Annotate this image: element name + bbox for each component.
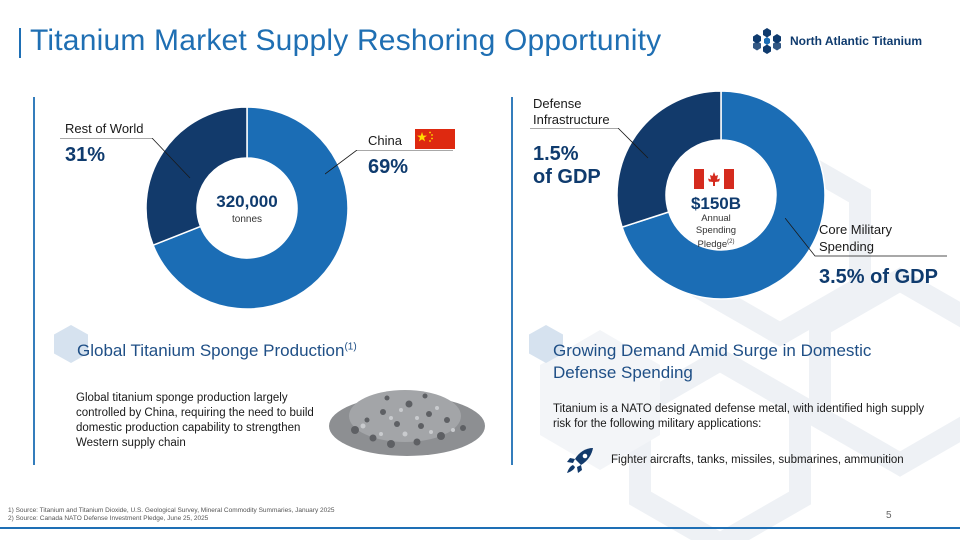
left-divider-line (33, 97, 35, 465)
pledge-caption-line-3: Pledge(2) (671, 237, 761, 250)
page-number: 5 (886, 510, 892, 521)
pledge-center-value: $150B (690, 194, 742, 213)
canada-flag-icon (694, 169, 734, 189)
rest-of-world-label: Rest of World (65, 121, 144, 136)
pledge-caption-line-1: Annual (701, 213, 731, 224)
left-section-hexagon-icon (54, 325, 88, 363)
defense-infrastructure-leader-line (530, 128, 649, 159)
defense-donut-slice-1 (616, 90, 722, 229)
right-section-heading-line-2: Defense Spending (553, 363, 693, 382)
production-donut-slice-1 (145, 106, 248, 247)
footnote-2: 2) Source: Canada NATO Defense Investmen… (8, 515, 209, 522)
brand-name: North Atlantic Titanium (790, 34, 922, 48)
rest-of-world-leader-line (60, 138, 191, 179)
left-section-heading: Global Titanium Sponge Production(1) (77, 341, 357, 361)
production-donut-hole (198, 159, 296, 257)
left-section-footnote-ref: (1) (344, 341, 357, 353)
footnotes: 1) Source: Titanium and Titanium Dioxide… (8, 507, 334, 523)
snowflake-hex-icon (753, 28, 781, 54)
pledge-footnote-ref: (2) (727, 239, 735, 245)
china-leader-line (325, 150, 453, 175)
rest-of-world-value: 31% (65, 144, 106, 166)
footnote-1: 1) Source: Titanium and Titanium Dioxide… (8, 507, 335, 514)
core-military-value: 3.5% of GDP (819, 266, 938, 288)
production-donut-slice-0 (152, 106, 349, 310)
defense-infrastructure-value-2: of GDP (533, 166, 601, 188)
page-title: Titanium Market Supply Reshoring Opportu… (30, 24, 662, 57)
rocket-icon (567, 448, 593, 473)
defense-donut-slice-0 (621, 90, 826, 300)
donut-center-value: 320,000 (216, 192, 278, 211)
rocket-bullet-text: Fighter aircrafts, tanks, missiles, subm… (611, 454, 904, 466)
right-divider-line (511, 97, 513, 465)
title-accent-bar (19, 28, 21, 58)
footer-rule (0, 527, 960, 529)
pledge-caption-word: Pledge (697, 239, 728, 251)
left-section-heading-text: Global Titanium Sponge Production (77, 341, 345, 360)
right-section-hexagon-icon (529, 325, 563, 363)
production-donut-chart (145, 106, 349, 310)
core-military-label-1: Core Military (819, 222, 892, 237)
core-military-leader-line (785, 218, 947, 257)
pledge-caption-line-2: Spending (695, 225, 737, 236)
china-value: 69% (368, 156, 409, 178)
right-section-body: Titanium is a NATO designated defense me… (553, 403, 925, 430)
right-section-heading-line-1: Growing Demand Amid Surge in Domestic (553, 341, 872, 360)
china-label: China (368, 133, 402, 148)
china-flag-icon (415, 129, 455, 149)
defense-infrastructure-label-1: Defense (533, 96, 582, 111)
titanium-sponge-image (329, 390, 485, 456)
defense-infrastructure-value-1: 1.5% (533, 143, 579, 165)
core-military-label-2: Spending (819, 239, 874, 254)
donut-center-unit: tonnes (231, 214, 263, 225)
defense-spending-donut-chart (616, 90, 826, 300)
left-section-body: Global titanium sponge production largel… (76, 392, 314, 449)
defense-donut-hole (667, 141, 775, 249)
brand-logo: North Atlantic Titanium (752, 26, 922, 56)
defense-infrastructure-label-2: Infrastructure (533, 112, 610, 127)
